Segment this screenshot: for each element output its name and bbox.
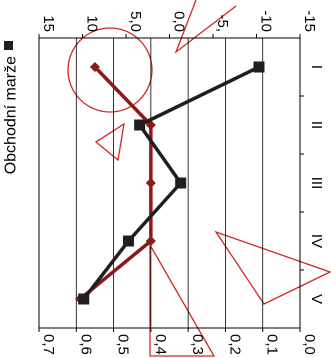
series-point bbox=[145, 236, 156, 246]
watermark-circle bbox=[67, 27, 153, 113]
watermark-triangle-3 bbox=[149, 242, 216, 357]
left-axis-tick-label: 0,6 bbox=[77, 334, 94, 355]
category-tick-label: IV bbox=[308, 234, 325, 248]
series-line bbox=[82, 65, 260, 301]
series-point bbox=[122, 235, 134, 247]
right-axis-tick-label: 15 bbox=[40, 15, 57, 32]
legend-label: Obchodní marže bbox=[2, 56, 19, 174]
left-axis-tick-label: 0,3 bbox=[189, 334, 206, 355]
left-axis-tick-label: 0,1 bbox=[264, 334, 281, 355]
right-axis-tick-label: 10 bbox=[84, 15, 101, 32]
category-tick-label: V bbox=[308, 294, 325, 304]
right-axis-tick-label: 5,0 bbox=[127, 11, 144, 32]
watermark-triangle-1 bbox=[94, 122, 125, 162]
series-line bbox=[78, 65, 153, 301]
legend: Obchodní marže bbox=[2, 41, 19, 174]
category-tick-label: I bbox=[308, 65, 325, 69]
series-point bbox=[78, 293, 90, 305]
right-axis-tick-label: -15 bbox=[301, 10, 318, 32]
category-tick-label: II bbox=[308, 121, 325, 129]
left-axis: 0,7 0,6 0,5 0,4 0,3 0,2 0,1 0,0 bbox=[38, 328, 318, 355]
right-axis-tick-label: -10 bbox=[258, 10, 275, 32]
series-point bbox=[89, 62, 100, 72]
right-axis-tick-label: -5, bbox=[214, 14, 231, 32]
right-axis: 15 10 5,0 0,0 -5, -10 -15 bbox=[38, 10, 318, 38]
left-axis-tick-label: 0,2 bbox=[226, 334, 243, 355]
left-axis-tick-label: 0,4 bbox=[152, 334, 169, 355]
category-tick-label: III bbox=[308, 177, 325, 190]
watermark-triangle-4 bbox=[214, 230, 331, 305]
left-axis-tick-label: 0,7 bbox=[40, 334, 57, 355]
series-point bbox=[134, 119, 146, 131]
series-point bbox=[253, 61, 265, 73]
grid bbox=[75, 38, 264, 328]
left-axis-tick-label: 0,5 bbox=[115, 334, 132, 355]
left-axis-tick-label: 0,0 bbox=[301, 334, 318, 355]
series-layer bbox=[75, 61, 265, 305]
legend-marker bbox=[4, 41, 13, 50]
watermark-triangle-2 bbox=[174, 0, 237, 54]
series-point bbox=[175, 177, 187, 189]
right-axis-tick-label: 0,0 bbox=[171, 11, 188, 32]
series-point bbox=[145, 178, 156, 188]
watermark-shapes bbox=[67, 0, 331, 357]
plot-frame bbox=[38, 37, 301, 329]
